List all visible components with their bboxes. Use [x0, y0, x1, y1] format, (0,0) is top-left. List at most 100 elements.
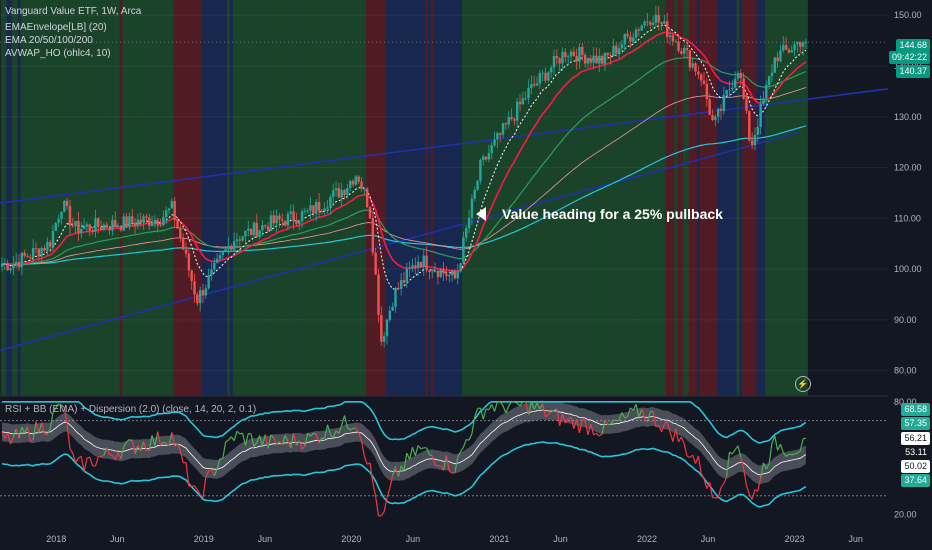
candle-body: [691, 63, 694, 68]
bg-band: [544, 0, 548, 396]
candle-body: [391, 306, 394, 311]
rsi-line-segment: [414, 445, 419, 456]
candle-body: [654, 14, 658, 23]
rsi-line-segment: [38, 422, 43, 434]
candle-body: [337, 188, 341, 198]
rsi-line-segment: [185, 462, 190, 487]
rsi-line-segment: [779, 443, 784, 453]
candle-body: [385, 319, 389, 337]
rsi-line-segment: [632, 404, 637, 411]
bg-band: [314, 0, 319, 396]
candle-body: [298, 221, 301, 225]
rsi-line-segment: [194, 485, 198, 491]
candle-body: [201, 290, 205, 296]
candle-body: [524, 98, 527, 99]
rsi-line-segment: [550, 409, 555, 413]
candle-body: [272, 215, 275, 224]
candle-body: [547, 72, 550, 81]
candle-body: [71, 225, 74, 227]
bg-band: [77, 0, 81, 396]
rsi-line-segment: [765, 463, 770, 470]
grid: [0, 14, 888, 372]
bg-band: [631, 0, 636, 396]
rsi-line-segment: [174, 443, 178, 447]
indicator-avwap[interactable]: AVWAP_HO (ohlc4, 10): [5, 48, 111, 59]
rsi-line-segment: [261, 434, 266, 446]
rsi-line-segment: [686, 455, 691, 458]
rsi-line-segment: [545, 413, 549, 418]
bg-band: [767, 0, 772, 396]
candle-body: [23, 252, 26, 256]
candle-body: [108, 227, 111, 231]
candle-body: [238, 239, 241, 241]
rsi-line-segment: [264, 434, 269, 449]
rsi-line-segment: [610, 419, 614, 425]
rsi-line-segment: [66, 424, 71, 449]
candle-body: [198, 290, 202, 304]
bg-band: [269, 0, 273, 396]
bg-band: [411, 0, 415, 396]
candle-body: [252, 222, 256, 236]
indicator-ema-envelope[interactable]: EMAEnvelope[LB] (20): [5, 22, 107, 33]
rsi-line-segment: [284, 435, 289, 442]
rsi-line-segment: [638, 408, 643, 418]
bg-band: [283, 0, 288, 396]
candle-body: [728, 89, 731, 91]
rsi-line-segment: [276, 441, 280, 445]
bg-band: [634, 0, 639, 396]
bg-band: [161, 0, 166, 396]
rsi-line-segment: [259, 435, 264, 446]
candle-body: [767, 76, 771, 86]
bg-band: [445, 0, 449, 396]
bg-band: [467, 0, 472, 396]
rsi-line-segment: [493, 401, 498, 412]
rsi-line-segment: [479, 407, 484, 420]
candle-body: [716, 108, 720, 117]
trend-background-bands: [0, 0, 808, 396]
rsi-line-segment: [581, 418, 586, 422]
bg-band: [215, 0, 220, 396]
time-tick-label: Jun: [406, 534, 421, 544]
rsi-line-segment: [292, 433, 297, 446]
candle-body: [153, 219, 157, 224]
candle-body: [340, 189, 343, 198]
candle-body: [671, 35, 675, 42]
bg-band: [252, 0, 256, 396]
candle-body: [564, 51, 567, 58]
candle-body: [615, 45, 618, 54]
rsi-line-segment: [318, 437, 323, 444]
rsi-line-segment: [24, 426, 29, 434]
rsi-title[interactable]: RSI + BB (EMA) + Dispersion (2.0) (close…: [5, 404, 257, 415]
candle-body: [351, 181, 355, 185]
rsi-line-segment: [740, 456, 745, 469]
rsi-line-segment: [683, 443, 688, 457]
bg-band: [351, 0, 356, 396]
bg-band: [147, 0, 152, 396]
bg-band: [679, 0, 684, 396]
lightning-icon[interactable]: ⚡: [795, 376, 811, 392]
candle-body: [380, 315, 383, 342]
bg-band: [742, 0, 746, 396]
candle-body: [501, 123, 505, 135]
bg-band: [478, 0, 483, 396]
candle-body: [43, 247, 46, 251]
rsi-line-segment: [502, 405, 507, 414]
rsi-line-segment: [468, 433, 473, 441]
bg-band: [255, 0, 259, 396]
candle-body: [566, 56, 570, 58]
candle-body: [306, 210, 309, 212]
bg-band: [300, 0, 305, 396]
rsi-line-segment: [30, 439, 34, 442]
price-tick-label: 80.00: [894, 366, 917, 376]
bg-band: [116, 0, 121, 396]
rsi-line-segment: [244, 433, 249, 446]
indicator-ema-set[interactable]: EMA 20/50/100/200: [5, 35, 93, 46]
candle-body: [719, 108, 723, 111]
rsi-line-segment: [44, 433, 48, 435]
candle-body: [173, 201, 176, 220]
candle-body: [377, 274, 380, 316]
bg-band: [422, 0, 426, 396]
rsi-line-segment: [692, 454, 697, 464]
candle-body: [414, 265, 417, 268]
